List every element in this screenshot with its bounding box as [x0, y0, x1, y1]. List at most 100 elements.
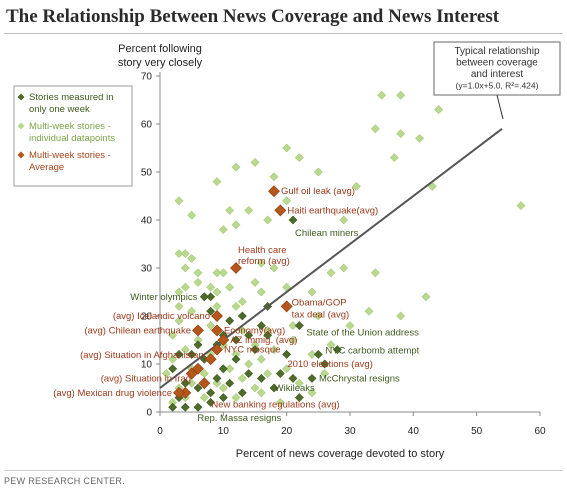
point-label: Chilean miners: [295, 228, 359, 239]
point-multi-week-average: [192, 324, 204, 337]
y-tick-label: 70: [141, 72, 153, 83]
point-single-week: [193, 402, 203, 412]
point-multi-week-individual: [168, 330, 178, 340]
point-label: (avg) Chilean earthquake: [84, 325, 191, 336]
point-multi-week-individual: [377, 90, 387, 100]
point-multi-week-individual: [250, 277, 260, 287]
point-multi-week-individual: [174, 301, 184, 311]
point-single-week: [206, 292, 216, 302]
point-multi-week-individual: [180, 345, 190, 355]
point-multi-week-individual: [231, 393, 241, 403]
point-single-week: [244, 369, 254, 379]
y-tick-label: 60: [141, 120, 153, 131]
point-multi-week-average: [204, 353, 217, 366]
point-multi-week-individual: [187, 306, 197, 316]
point-multi-week-average: [280, 300, 293, 313]
point-multi-week-individual: [326, 268, 336, 278]
point-single-week: [256, 373, 266, 383]
point-multi-week-individual: [244, 205, 254, 215]
chart-title: The Relationship Between News Coverage a…: [6, 6, 500, 27]
point-multi-week-individual: [345, 321, 355, 331]
point-multi-week-individual: [231, 220, 241, 230]
x-tick-label: 30: [344, 426, 356, 437]
point-multi-week-individual: [218, 268, 228, 278]
point-single-week: [174, 349, 184, 359]
point-single-week: [288, 215, 298, 225]
point-single-week: [237, 311, 247, 321]
point-labels: Gulf oil leak (avg) Haiti earthquake(avg)…: [53, 186, 419, 424]
legend-entry-text: individual datapoints: [29, 133, 115, 144]
y-tick-label: 0: [146, 408, 152, 419]
point-multi-week-individual: [225, 364, 235, 374]
y-tick-label: 50: [141, 168, 153, 179]
point-multi-week-individual: [212, 268, 222, 278]
point-single-week: [206, 306, 216, 316]
point-label: State of the Union address: [306, 328, 419, 339]
points-multi-week-average: [173, 185, 293, 399]
point-label: AZ immig. (avg): [230, 335, 297, 346]
point-label: Gulf oil leak (avg): [281, 186, 355, 197]
point-multi-week-individual: [364, 306, 374, 316]
y-tick-label: 40: [141, 216, 153, 227]
legend-box: [13, 85, 133, 187]
point-single-week: [206, 388, 216, 398]
point-multi-week-individual: [174, 196, 184, 206]
point-label: (avg) Mexican drug violence: [53, 388, 172, 399]
legend-marker: [17, 151, 25, 159]
annotation-text: (y=1.0x+5.0, R²=.424): [456, 81, 539, 91]
point-multi-week-average: [268, 185, 280, 198]
point-multi-week-individual: [288, 321, 298, 331]
point-multi-week-individual: [174, 287, 184, 297]
point-multi-week-individual: [396, 311, 406, 321]
point-multi-week-individual: [218, 383, 228, 393]
point-multi-week-individual: [339, 215, 349, 225]
point-single-week: [256, 321, 266, 331]
point-multi-week-individual: [225, 205, 235, 215]
point-multi-week-individual: [187, 378, 197, 388]
axes: 0 10 20 30 40 50 60 70 0 10 20 30 40 50 60 Percent of n…: [118, 43, 546, 460]
point-single-week: [275, 369, 285, 379]
point-multi-week-individual: [206, 321, 216, 331]
point-multi-week-individual: [206, 282, 216, 292]
y-axis-title: Percent following: [118, 43, 202, 55]
legend-entry-text: Average: [29, 162, 64, 173]
point-single-week: [294, 393, 304, 403]
point-single-week: [193, 340, 203, 350]
point-single-week: [263, 330, 273, 340]
point-multi-week-individual: [313, 167, 323, 177]
point-multi-week-individual: [250, 383, 260, 393]
point-multi-week-individual: [269, 345, 279, 355]
legend-marker: [17, 93, 25, 101]
point-multi-week-average: [211, 310, 223, 322]
point-multi-week-individual: [434, 105, 444, 115]
point-multi-week-individual: [263, 369, 273, 379]
y-tick-label: 30: [141, 264, 153, 275]
point-label: (avg) Icelandic volcano: [113, 311, 210, 322]
x-tick-label: 0: [157, 426, 163, 437]
point-single-week: [193, 383, 203, 393]
point-multi-week-individual: [244, 359, 254, 369]
point-multi-week-individual: [174, 249, 184, 259]
point-multi-week-individual: [225, 282, 235, 292]
point-multi-week-individual: [370, 268, 380, 278]
point-multi-week-individual: [250, 157, 260, 167]
legend-entry-text: Stories measured in: [29, 92, 113, 103]
source-note: PEW RESEARCH CENTER.: [4, 476, 126, 486]
point-label: Wikileaks: [275, 383, 315, 394]
point-single-week: [168, 364, 178, 374]
x-tick-label: 60: [534, 426, 546, 437]
point-multi-week-individual: [256, 258, 266, 268]
point-label: tax deal (avg): [292, 309, 350, 320]
point-label: NYC mosque: [224, 345, 281, 356]
point-single-week: [168, 402, 178, 412]
legend-entry-text: Multi-week stories -: [29, 150, 111, 161]
x-tick-label: 50: [471, 426, 483, 437]
point-multi-week-individual: [396, 129, 406, 139]
point-single-week: [332, 345, 342, 355]
annotation-text: Typical relationship: [454, 46, 539, 57]
point-multi-week-individual: [212, 177, 222, 187]
point-multi-week-individual: [237, 297, 247, 307]
point-multi-week-individual: [326, 340, 336, 350]
